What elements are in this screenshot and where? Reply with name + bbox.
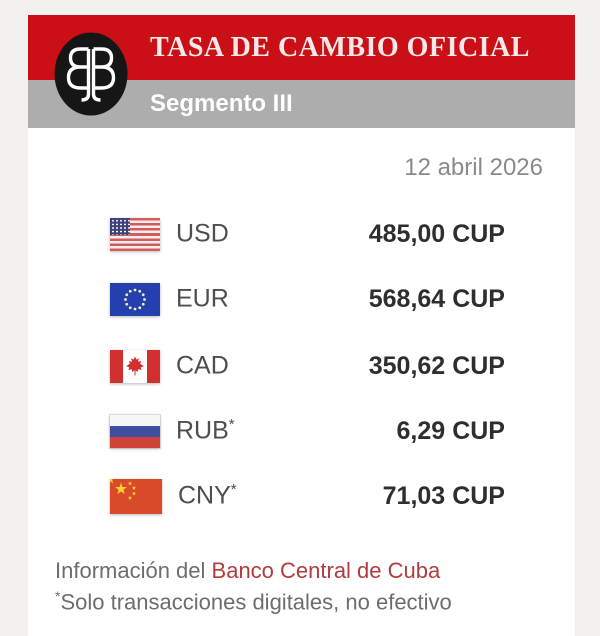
rate-value: 350,62 CUP <box>368 351 505 380</box>
rate-row-cad: CAD 350,62 CUP <box>110 346 505 386</box>
bcc-circle-logo-icon <box>54 32 128 116</box>
rate-row-rub: RUB* 6,29 CUP <box>110 411 505 451</box>
source-info: Información del Banco Central de Cuba <box>55 558 440 584</box>
china-flag-icon <box>110 478 162 514</box>
rate-row-cny: CNY* 71,03 CUP <box>110 476 505 516</box>
note-asterisk: * <box>228 416 235 434</box>
date-label: 12 abril 2026 <box>404 154 543 181</box>
rate-row-usd: USD 485,00 CUP <box>110 214 505 254</box>
currency-code: CAD <box>176 351 229 380</box>
currency-code: CNY* <box>178 481 237 510</box>
note-asterisk: * <box>230 481 237 499</box>
currency-code: USD <box>176 219 229 248</box>
rates-card: 12 abril 2026 USD 485,00 CUP EUR 568,64 CU… <box>28 128 575 636</box>
banco-central-link[interactable]: Banco Central de Cuba <box>211 558 441 583</box>
russia-flag-icon <box>110 414 160 448</box>
canada-flag-icon <box>110 349 160 383</box>
rate-value: 485,00 CUP <box>368 219 505 248</box>
source-info-prefix: Información del <box>55 558 212 583</box>
eu-flag-icon <box>110 282 160 316</box>
segment-label: Segmento III <box>150 90 293 117</box>
usa-flag-icon <box>110 217 160 251</box>
page-title: TASA DE CAMBIO OFICIAL <box>150 31 530 63</box>
currency-code: EUR <box>176 284 229 313</box>
rate-value: 6,29 CUP <box>396 416 505 445</box>
currency-code: RUB* <box>176 416 235 445</box>
digital-only-note: *Solo transacciones digitales, no efecti… <box>55 588 452 615</box>
rate-value: 71,03 CUP <box>382 481 505 510</box>
note-asterisk: * <box>55 588 61 604</box>
rate-value: 568,64 CUP <box>368 284 505 313</box>
rate-row-eur: EUR 568,64 CUP <box>110 279 505 319</box>
